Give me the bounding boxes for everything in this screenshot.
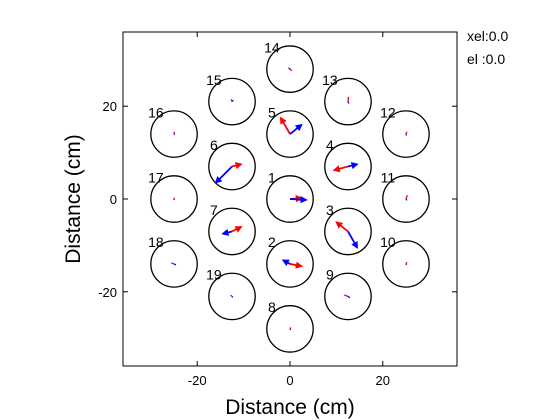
beam-5-blue-vector <box>289 123 303 135</box>
beam-5-red-vector <box>279 116 291 135</box>
beam-circle-2 <box>266 240 314 288</box>
beam-6-red-vector <box>231 162 243 170</box>
beam-2-blue-vector <box>281 259 291 267</box>
beam-19-red-vector <box>230 294 233 297</box>
beam-circle-16 <box>150 110 198 158</box>
beam-6-blue-vector <box>214 165 233 184</box>
xel-readout: xel:0.0 <box>467 28 508 44</box>
beam-8-red-vector <box>289 327 292 330</box>
beam-label-14: 14 <box>264 39 280 55</box>
beam-circle-14 <box>266 45 314 93</box>
beam-label-5: 5 <box>268 104 276 120</box>
beam-11-blue-vector <box>405 198 408 201</box>
beam-circle-7 <box>208 207 256 256</box>
beam-circle-1 <box>266 175 314 223</box>
beam-label-17: 17 <box>148 169 164 185</box>
beam-label-4: 4 <box>326 137 334 153</box>
beam-label-11: 11 <box>381 169 396 185</box>
beam-circle-4 <box>324 142 372 191</box>
beam-13-blue-vector <box>347 101 350 104</box>
beam-4-red-vector <box>332 165 349 173</box>
beam-circle-13 <box>324 77 372 126</box>
beam-1-blue-vector <box>289 196 308 204</box>
beam-label-16: 16 <box>148 104 164 120</box>
beam-3-blue-vector <box>347 231 359 249</box>
beam-label-15: 15 <box>206 72 222 88</box>
beam-9-red-vector <box>344 294 349 298</box>
beam-circle-11 <box>382 175 430 223</box>
beam-circle-19 <box>208 272 256 321</box>
beam-label-10: 10 <box>380 234 396 250</box>
beam-12-red-vector <box>405 131 408 135</box>
beam-19-blue-vector <box>231 295 234 298</box>
beam-label-18: 18 <box>148 234 164 250</box>
beam-circle-3 <box>324 207 372 256</box>
beam-15-blue-vector <box>231 99 234 103</box>
beam-4-blue-vector <box>347 162 359 170</box>
beam-circle-17 <box>150 175 198 223</box>
beam-3-red-vector <box>335 221 349 233</box>
beam-9-blue-vector <box>347 295 351 299</box>
beam-label-8: 8 <box>268 299 276 315</box>
el-readout: el :0.0 <box>467 51 505 67</box>
beam-label-3: 3 <box>326 202 334 218</box>
x-axis-label: Distance (cm) <box>225 396 355 419</box>
beam-circle-15 <box>208 77 256 126</box>
beam-label-12: 12 <box>380 104 396 120</box>
beam-label-9: 9 <box>326 267 334 283</box>
beam-label-6: 6 <box>210 137 218 153</box>
beam-11-red-vector <box>405 195 408 200</box>
beam-label-2: 2 <box>268 234 276 250</box>
beam-7-blue-vector <box>221 228 233 236</box>
beam-circle-10 <box>382 240 430 288</box>
beam-circle-5 <box>266 110 314 158</box>
beam-7-red-vector <box>231 226 243 233</box>
beam-10-red-vector <box>405 261 408 265</box>
beam-circle-18 <box>150 240 198 288</box>
beam-label-19: 19 <box>206 267 222 283</box>
beam-label-13: 13 <box>322 72 338 88</box>
axis-ticks: -20 0 20 20 0 -20 <box>98 32 457 388</box>
beam-circle-9 <box>324 272 372 321</box>
beam-14-blue-vector <box>288 67 291 70</box>
x-tick-label: 0 <box>286 373 293 388</box>
y-tick-label: 0 <box>110 192 117 207</box>
beam-vectors <box>171 67 408 331</box>
beam-14-red-vector <box>289 68 293 72</box>
beam-18-blue-vector <box>173 263 177 266</box>
beam-circles <box>150 45 430 353</box>
beam-circle-8 <box>266 305 314 353</box>
beam-label-1: 1 <box>268 169 276 185</box>
y-axis-label: Distance (cm) <box>62 134 85 264</box>
x-tick-label: -20 <box>188 373 207 388</box>
beam-2-red-vector <box>289 261 304 269</box>
beam-label-7: 7 <box>210 202 218 218</box>
beam-circle-12 <box>382 110 430 158</box>
y-tick-label: 20 <box>103 99 117 114</box>
beam-circle-6 <box>208 142 256 191</box>
x-tick-label: 20 <box>376 373 390 388</box>
beam-18-red-vector <box>171 262 175 265</box>
y-tick-label: -20 <box>98 285 117 300</box>
